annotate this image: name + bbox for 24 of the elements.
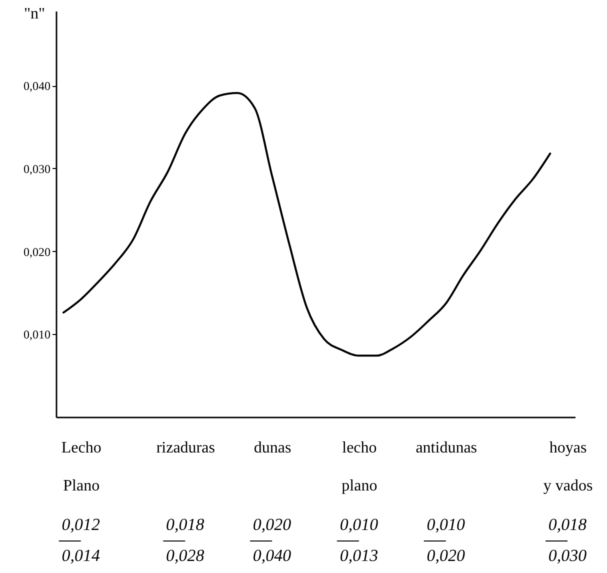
text: 0,014 bbox=[62, 546, 100, 565]
x-tick-label: antidunas bbox=[416, 440, 478, 456]
category-label: Lecho Plano bbox=[61, 440, 102, 494]
category-label: hoyas y vados bbox=[543, 440, 593, 494]
text: 0,013 bbox=[340, 546, 378, 565]
y-tick-label: 0,020 bbox=[24, 244, 50, 259]
text: 0,018 bbox=[166, 515, 205, 534]
y-tick-label: 0,030 bbox=[24, 162, 50, 176]
text: 0,018 bbox=[548, 515, 588, 534]
y-tick-label: 0,010 bbox=[24, 328, 50, 342]
line-series bbox=[62, 92, 552, 357]
text: 0,030 bbox=[548, 546, 588, 565]
text: 0,040 bbox=[252, 546, 292, 565]
y-axis-title: "n" bbox=[24, 6, 46, 22]
text: 0,010 bbox=[426, 515, 466, 534]
x-tick-label: rizaduras bbox=[156, 440, 215, 456]
text: 0,010 bbox=[340, 515, 379, 534]
text: 0,020 bbox=[426, 546, 466, 565]
y-tick-label: 0,040 bbox=[24, 79, 50, 94]
text: 0,020 bbox=[252, 515, 292, 534]
x-tick-label: dunas bbox=[254, 440, 292, 456]
category-label: lecho plano bbox=[342, 440, 378, 494]
text: 0,028 bbox=[166, 546, 205, 565]
text: 0,012 bbox=[62, 515, 100, 534]
